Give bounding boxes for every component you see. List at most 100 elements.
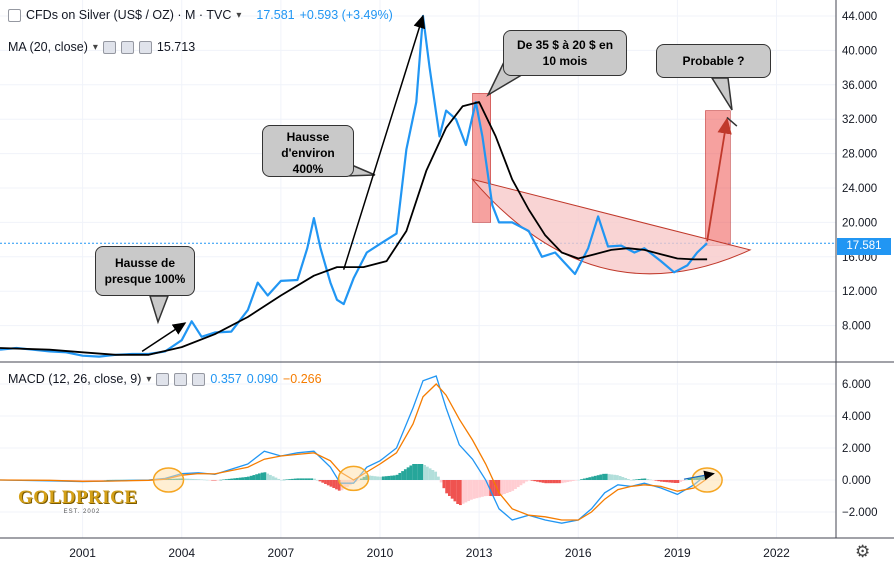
- macd-histogram-bar: [508, 480, 512, 492]
- macd-histogram-bar: [569, 480, 572, 482]
- close-icon[interactable]: [138, 40, 152, 54]
- logo-tagline: EST. 2002: [63, 509, 101, 515]
- macd-histogram-bar: [624, 478, 628, 480]
- macd-histogram-bar: [73, 480, 77, 481]
- macd-histogram-bar: [288, 479, 292, 480]
- macd-histogram-bar: [637, 479, 641, 480]
- macd-histogram-bar: [406, 467, 410, 480]
- macd-histogram-bar: [618, 476, 622, 480]
- macd-histogram-bar: [409, 465, 413, 480]
- macd-histogram-bar: [420, 464, 424, 480]
- macd-histogram-bar: [293, 478, 297, 480]
- macd-histogram-bar: [472, 480, 476, 499]
- chevron-down-icon[interactable]: ▾: [236, 9, 242, 21]
- macd-tick-label: −2.000: [842, 507, 878, 519]
- macd-histogram-bar: [533, 480, 537, 482]
- macd-histogram-bar: [439, 480, 443, 483]
- macd-histogram-bar: [387, 475, 391, 480]
- macd-histogram-bar: [313, 478, 316, 480]
- macd-histogram-bar: [580, 479, 583, 480]
- macd-histogram-bar: [651, 480, 655, 481]
- macd-histogram-bar: [249, 475, 253, 480]
- arrow-probable-tail: [726, 116, 738, 127]
- settings-gear-icon[interactable]: ⚙: [855, 542, 871, 561]
- macd-histogram-bar: [296, 478, 300, 480]
- time-tick-label: 2016: [565, 546, 592, 560]
- macd-histogram-bar: [492, 480, 495, 496]
- macd-histogram-bar: [541, 480, 545, 483]
- macd-histogram-bar: [525, 480, 528, 482]
- macd-histogram-bar: [447, 480, 451, 496]
- macd-histogram-bar: [282, 479, 286, 481]
- collapse-icon[interactable]: [8, 8, 21, 22]
- macd-histogram-bar: [571, 480, 575, 481]
- macd-histogram-bar: [186, 478, 190, 480]
- macd-histogram-bar: [291, 478, 294, 480]
- macd-histogram-bar: [566, 480, 570, 483]
- macd-histogram-bar: [326, 480, 330, 486]
- ma-series-line: [0, 101, 708, 356]
- macd-histogram-bar: [662, 480, 666, 482]
- macd-histogram-bar: [401, 471, 404, 480]
- callout-hausse-400: Hausse d'environ 400%: [262, 125, 354, 177]
- macd-histogram-bar: [321, 480, 325, 483]
- signal-value: 0.090: [246, 372, 278, 386]
- macd-histogram-bar: [324, 480, 327, 484]
- settings-icon[interactable]: [174, 372, 188, 386]
- macd-histogram-bar: [505, 480, 509, 493]
- price-tick-label: 40.000: [842, 45, 877, 57]
- macd-histogram-bar: [599, 474, 603, 480]
- macd-histogram-bar: [103, 479, 107, 481]
- chevron-down-icon[interactable]: ▾: [146, 373, 152, 385]
- macd-histogram-bar: [246, 476, 250, 480]
- signal-line: [0, 383, 708, 521]
- macd-histogram-bar: [461, 480, 465, 504]
- time-tick-label: 2019: [664, 546, 691, 560]
- macd-histogram-bar: [621, 477, 625, 480]
- macd-histogram-bar: [563, 480, 567, 483]
- macd-histogram-bar: [456, 480, 460, 504]
- macd-label: MACD (12, 26, close, 9): [8, 372, 142, 386]
- macd-histogram-bar: [269, 474, 272, 480]
- macd-histogram-bar: [514, 480, 517, 489]
- macd-line: [0, 375, 708, 524]
- macd-histogram-bar: [109, 479, 113, 481]
- macd-histogram-bar: [266, 473, 270, 480]
- macd-histogram-bar: [467, 480, 471, 502]
- time-tick-label: 2013: [466, 546, 493, 560]
- macd-histogram-bar: [530, 480, 534, 481]
- macd-histogram-bar: [428, 468, 432, 480]
- macd-histogram-bar: [332, 480, 336, 488]
- price-badge: 17.581: [837, 238, 891, 255]
- macd-histogram-bar: [646, 479, 650, 480]
- macd-histogram-bar: [376, 476, 380, 480]
- macd-histogram-bar: [200, 479, 203, 480]
- macd-histogram-bar: [615, 475, 619, 480]
- macd-histogram-bar: [632, 479, 636, 481]
- macd-histogram-bar: [390, 475, 393, 480]
- macd-histogram-bar: [213, 480, 217, 481]
- macd-histogram-bar: [552, 480, 556, 484]
- macd-histogram-bar: [671, 480, 674, 483]
- macd-histogram-bar: [470, 480, 473, 500]
- macd-histogram-bar: [549, 480, 553, 484]
- chevron-down-icon[interactable]: ▾: [92, 41, 98, 53]
- eye-icon[interactable]: [102, 40, 116, 54]
- macd-histogram-bar: [216, 480, 220, 481]
- close-icon[interactable]: [192, 372, 206, 386]
- price-tick-label: 28.000: [842, 149, 877, 161]
- macd-histogram-bar: [329, 480, 333, 487]
- settings-icon[interactable]: [120, 40, 134, 54]
- macd-histogram-bar: [442, 480, 446, 489]
- eye-icon[interactable]: [156, 372, 170, 386]
- macd-value: 0.357: [210, 372, 242, 386]
- macd-histogram-bar: [511, 480, 515, 491]
- macd-histogram-bar: [318, 480, 322, 482]
- macd-histogram-bar: [95, 480, 99, 481]
- macd-histogram-bar: [274, 477, 278, 480]
- macd-histogram-bar: [263, 472, 267, 480]
- callout-hausse-100: Hausse de presque 100%: [95, 246, 195, 296]
- macd-histogram-bar: [489, 480, 493, 496]
